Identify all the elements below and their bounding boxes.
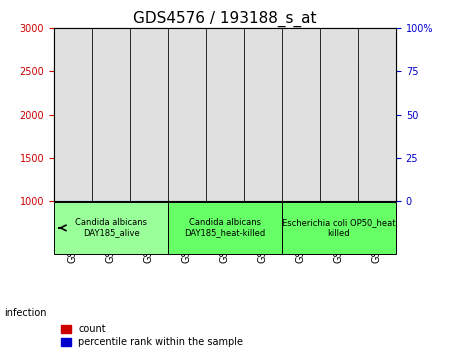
Bar — [369, 36, 385, 201]
Text: Escherichia coli OP50_heat
killed: Escherichia coli OP50_heat killed — [282, 218, 396, 238]
Point — [335, 46, 342, 52]
Text: Candida albicans
DAY185_alive: Candida albicans DAY185_alive — [75, 218, 147, 238]
FancyBboxPatch shape — [168, 28, 206, 201]
Legend: count, percentile rank within the sample: count, percentile rank within the sample — [59, 322, 245, 349]
FancyBboxPatch shape — [168, 202, 282, 254]
FancyBboxPatch shape — [54, 202, 168, 254]
FancyBboxPatch shape — [130, 28, 168, 201]
FancyBboxPatch shape — [320, 28, 358, 201]
Point — [108, 48, 115, 53]
FancyBboxPatch shape — [54, 28, 92, 201]
Bar — [217, 97, 233, 201]
Bar — [65, 167, 81, 201]
Text: Candida albicans
DAY185_heat-killed: Candida albicans DAY185_heat-killed — [184, 218, 266, 238]
Bar — [331, 36, 346, 201]
Point — [374, 46, 381, 52]
FancyBboxPatch shape — [282, 202, 396, 254]
FancyBboxPatch shape — [92, 28, 130, 201]
Title: GDS4576 / 193188_s_at: GDS4576 / 193188_s_at — [133, 11, 317, 27]
Point — [184, 51, 191, 57]
Bar — [141, 138, 157, 201]
FancyBboxPatch shape — [358, 28, 396, 201]
Bar — [293, 65, 309, 201]
Point — [221, 51, 229, 57]
Text: infection: infection — [4, 308, 47, 318]
FancyBboxPatch shape — [244, 28, 282, 201]
Bar — [180, 92, 194, 201]
Point — [259, 51, 266, 57]
FancyBboxPatch shape — [282, 28, 320, 201]
Point — [145, 53, 153, 59]
FancyBboxPatch shape — [206, 28, 244, 201]
Point — [297, 48, 305, 53]
Point — [69, 51, 76, 57]
Bar — [104, 40, 119, 201]
Bar — [256, 72, 270, 201]
